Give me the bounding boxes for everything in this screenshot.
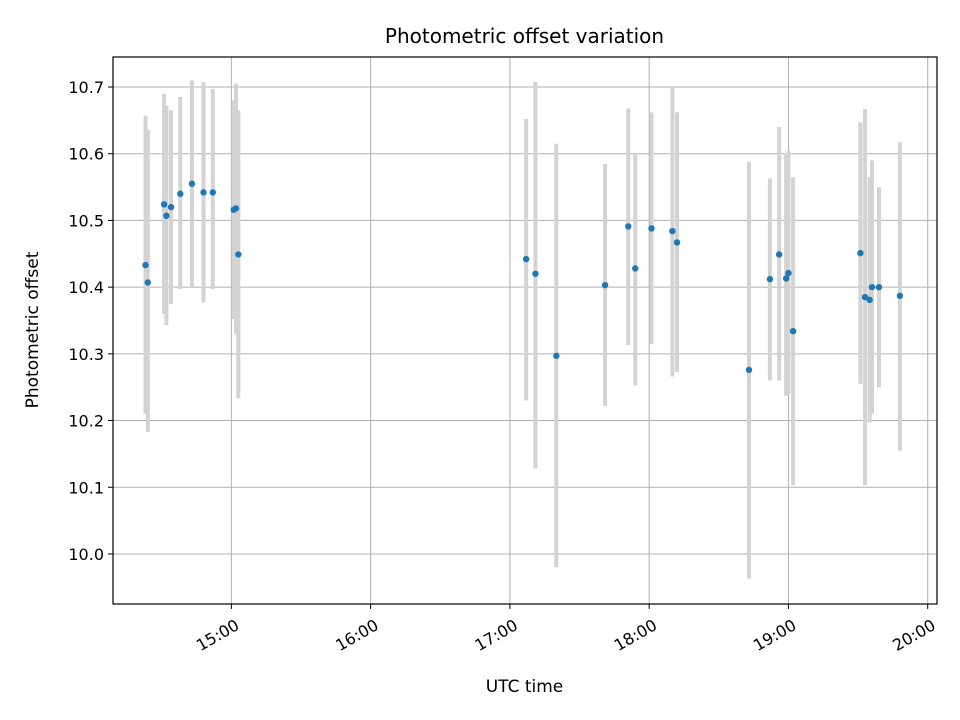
chart-title: Photometric offset variation — [385, 24, 664, 48]
plot-frame — [112, 56, 938, 605]
x-tick-label: 17:00 — [471, 615, 520, 655]
x-tick-label: 16:00 — [332, 615, 381, 655]
data-point — [200, 189, 207, 196]
data-point — [601, 281, 609, 289]
data-points — [142, 180, 904, 374]
data-point — [163, 212, 170, 219]
data-point — [866, 296, 873, 304]
data-point — [766, 275, 774, 283]
y-tick-label: 10.3 — [68, 345, 104, 364]
y-tick-label: 10.2 — [68, 412, 104, 431]
y-axis-label: Photometric offset — [23, 251, 43, 408]
data-point — [235, 251, 242, 258]
x-tick-label: 18:00 — [611, 615, 660, 655]
data-point — [782, 275, 790, 282]
data-point — [522, 255, 530, 263]
y-tick-label: 10.0 — [68, 545, 104, 564]
data-point — [144, 279, 152, 286]
data-point — [632, 265, 639, 272]
data-point — [553, 352, 560, 360]
data-point — [868, 283, 876, 291]
data-point — [532, 270, 539, 277]
data-point — [875, 283, 883, 291]
y-tick-label: 10.5 — [68, 211, 104, 230]
x-axis-ticks: 15:00 16:00 17:00 18:00 19:00 20:00 — [193, 604, 939, 655]
data-point — [896, 292, 904, 300]
data-point — [177, 190, 184, 197]
data-point — [232, 205, 240, 212]
data-point — [785, 269, 792, 277]
data-point — [167, 203, 175, 211]
data-point — [625, 223, 632, 230]
data-point — [857, 249, 864, 257]
data-point — [188, 180, 196, 187]
data-point — [669, 227, 676, 235]
x-tick-label: 20:00 — [889, 615, 938, 655]
y-tick-label: 10.4 — [68, 278, 104, 297]
x-tick-label: 15:00 — [193, 615, 242, 655]
data-point — [789, 327, 797, 335]
data-point — [861, 293, 869, 301]
data-point — [209, 189, 217, 196]
data-point — [775, 251, 783, 258]
y-tick-label: 10.6 — [68, 145, 104, 164]
data-point — [142, 261, 149, 269]
data-point — [745, 366, 753, 374]
data-point — [160, 201, 168, 208]
error-bars — [143, 80, 902, 579]
x-tick-label: 19:00 — [750, 615, 799, 655]
x-axis-label: UTC time — [486, 677, 564, 697]
y-tick-label: 10.1 — [68, 478, 104, 497]
data-point — [673, 239, 681, 246]
y-tick-label: 10.7 — [68, 78, 104, 97]
data-point — [648, 225, 655, 232]
y-axis-ticks: 10.0 10.1 10.2 10.3 10.4 10.5 10.6 10.7 — [68, 78, 113, 564]
